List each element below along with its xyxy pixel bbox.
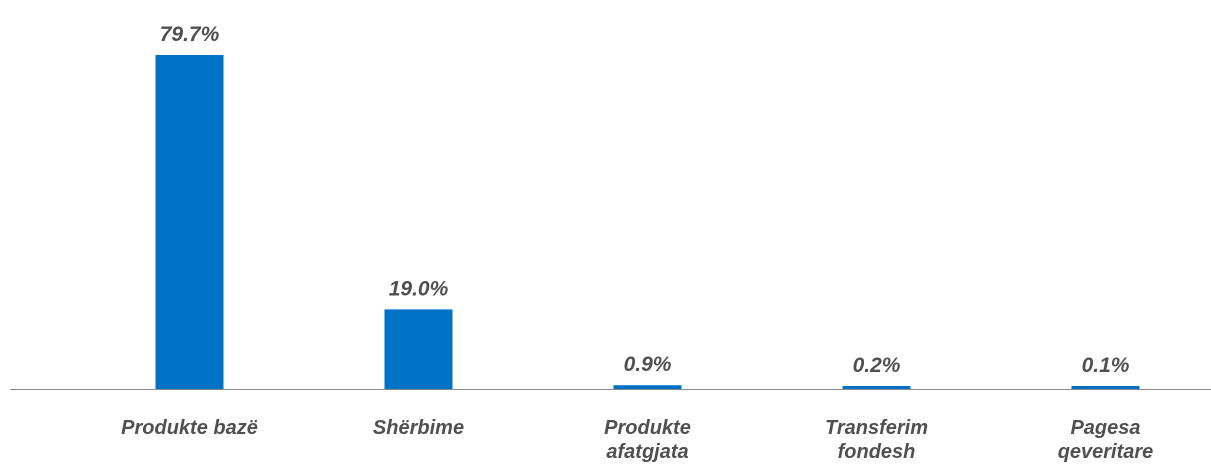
bar-4 — [843, 386, 911, 389]
category-label-5: Pagesa qeveritare — [1058, 417, 1154, 463]
category-label-line: Produkte — [604, 417, 691, 439]
bars-layer — [156, 55, 1140, 389]
category-labels-layer: Produkte bazë Shërbime Produkte afatgjata Tr… — [121, 417, 1153, 463]
bar-2 — [385, 309, 453, 389]
value-label-4: 0.2% — [853, 354, 901, 377]
category-label-line: fondesh — [838, 441, 916, 463]
value-label-1: 79.7% — [160, 23, 220, 46]
category-label-1: Produkte bazë — [121, 417, 258, 439]
bar-3 — [614, 385, 682, 389]
category-label-line: Produkte bazë — [121, 417, 258, 439]
category-label-line: qeveritare — [1058, 441, 1154, 463]
category-label-2: Shërbime — [373, 417, 464, 439]
category-label-line: Pagesa — [1070, 417, 1140, 439]
value-labels-layer: 79.7% 19.0% 0.9% 0.2% 0.1% — [160, 23, 1130, 377]
category-label-line: Shërbime — [373, 417, 464, 439]
value-label-2: 19.0% — [389, 277, 449, 300]
category-label-4: Transferim fondesh — [825, 417, 928, 463]
value-label-5: 0.1% — [1082, 354, 1130, 377]
bar-1 — [156, 55, 224, 389]
bar-5 — [1072, 386, 1140, 389]
category-label-3: Produkte afatgjata — [604, 417, 691, 463]
category-label-line: afatgjata — [606, 441, 688, 463]
value-label-3: 0.9% — [624, 353, 672, 376]
category-label-line: Transferim — [825, 417, 928, 439]
